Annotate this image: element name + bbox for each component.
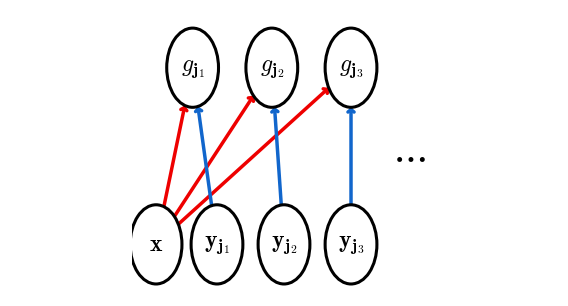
Ellipse shape	[167, 28, 219, 107]
Text: $\mathbf{y}_{\mathbf{j}_3}$: $\mathbf{y}_{\mathbf{j}_3}$	[338, 232, 364, 256]
Ellipse shape	[246, 28, 298, 107]
Ellipse shape	[325, 28, 377, 107]
Ellipse shape	[191, 205, 243, 284]
Text: $\mathbf{y}_{\mathbf{j}_1}$: $\mathbf{y}_{\mathbf{j}_1}$	[204, 232, 230, 256]
Text: $g_{\mathbf{j}_1}$: $g_{\mathbf{j}_1}$	[181, 56, 204, 80]
Ellipse shape	[325, 205, 377, 284]
Text: $\cdots$: $\cdots$	[392, 137, 426, 175]
Text: $\mathbf{x}$: $\mathbf{x}$	[149, 232, 163, 256]
Text: $g_{\mathbf{j}_2}$: $g_{\mathbf{j}_2}$	[260, 56, 284, 80]
Ellipse shape	[258, 205, 310, 284]
Text: $\mathbf{y}_{\mathbf{j}_2}$: $\mathbf{y}_{\mathbf{j}_2}$	[271, 232, 297, 256]
Text: $g_{\mathbf{j}_3}$: $g_{\mathbf{j}_3}$	[339, 56, 363, 80]
Ellipse shape	[130, 205, 182, 284]
